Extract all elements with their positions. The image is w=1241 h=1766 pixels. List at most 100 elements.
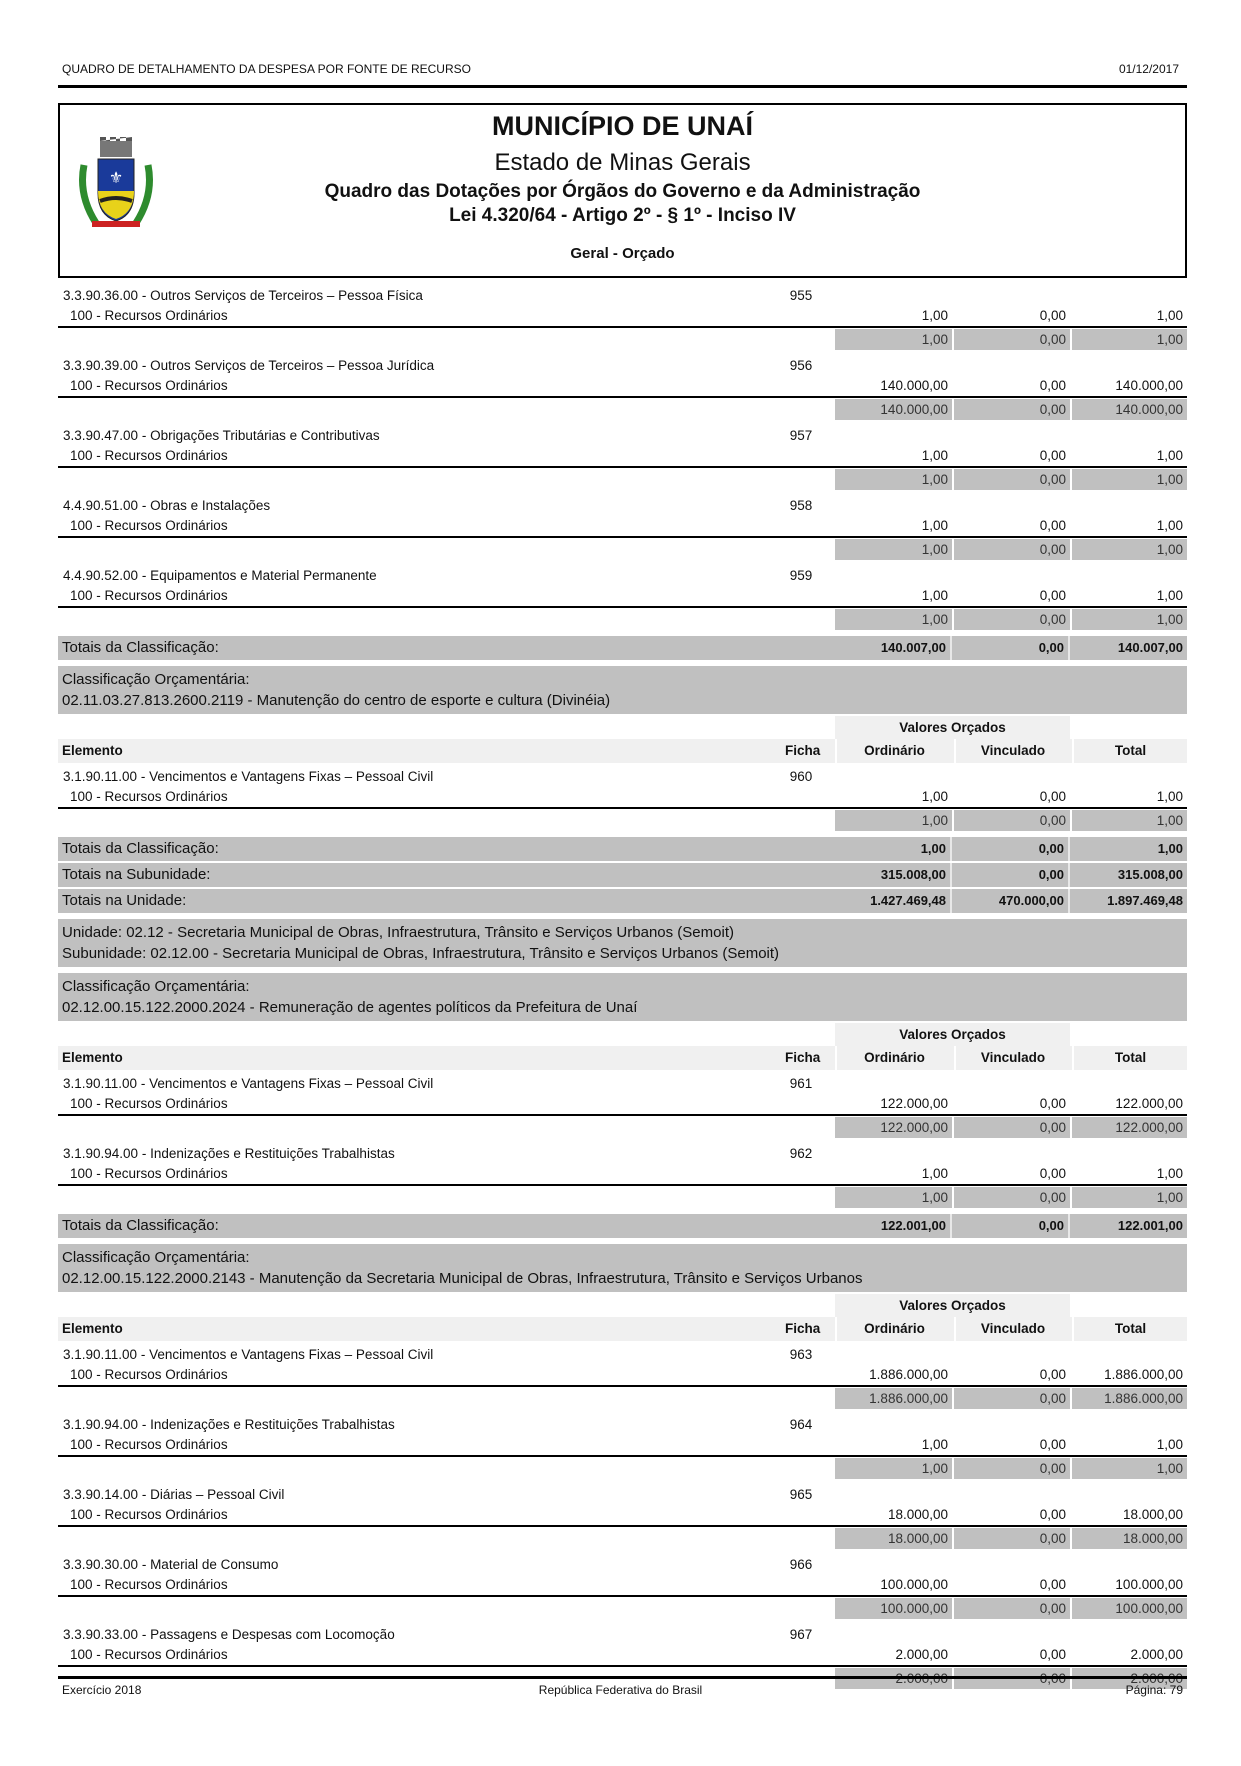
ordinario-total: 122.001,00 [835,1214,952,1238]
col-ficha: Ficha [785,1321,821,1336]
fonte-label: 100 - Recursos Ordinários [70,308,228,323]
vinculado-value: 0,00 [1039,1647,1066,1662]
totals-row: Totais da Classificação: 1,00 0,00 1,00 [58,837,1187,861]
ordinario-subtotal: 1.886.000,00 [835,1388,952,1409]
ordinario-value: 140.000,00 [880,378,948,393]
total-value: 1,00 [1156,308,1183,323]
totals-label: Totais na Subunidade: [62,866,211,883]
table-row: 3.1.90.11.00 - Vencimentos e Vantagens F… [58,767,1187,837]
ordinario-subtotal: 140.000,00 [835,399,952,420]
row-divider [58,1455,1187,1457]
col-elemento: Elemento [62,1321,123,1336]
ordinario-total: 1,00 [835,837,952,861]
page-header: QUADRO DE DETALHAMENTO DA DESPESA POR FO… [62,62,1179,76]
classification-title: Classificação Orçamentária: [62,671,250,688]
ordinario-value: 2.000,00 [895,1647,948,1662]
vinculado-value: 0,00 [1039,378,1066,393]
values-group-header: Valores Orçados [58,1023,1187,1046]
row-divider [58,326,1187,328]
ordinario-subtotal: 122.000,00 [835,1117,952,1138]
unit-label: Unidade: 02.12 - Secretaria Municipal de… [62,924,734,941]
report-date: 01/12/2017 [1118,62,1179,76]
report-title: QUADRO DE DETALHAMENTO DA DESPESA POR FO… [62,62,471,76]
vinculado-subtotal: 0,00 [954,1598,1070,1619]
vinculado-subtotal: 0,00 [954,1528,1070,1549]
fonte-label: 100 - Recursos Ordinários [70,448,228,463]
totals-row: Totais da Classificação: 122.001,00 0,00 12… [58,1214,1187,1238]
table-row: 3.1.90.11.00 - Vencimentos e Vantagens F… [58,1074,1187,1144]
vinculado-value: 0,00 [1039,789,1066,804]
row-divider [58,466,1187,468]
ordinario-subtotal: 1,00 [835,810,952,831]
values-group-header: Valores Orçados [58,1294,1187,1317]
fonte-label: 100 - Recursos Ordinários [70,378,228,393]
footer-exercise: Exercício 2018 [62,1683,142,1697]
table-row: 3.3.90.14.00 - Diárias – Pessoal Civil 96… [58,1485,1187,1555]
elemento-label: 3.3.90.36.00 - Outros Serviços de Tercei… [63,288,423,303]
table-row: 3.3.90.39.00 - Outros Serviços de Tercei… [58,356,1187,426]
ficha-number: 957 [789,428,813,443]
vinculado-value: 0,00 [1039,1507,1066,1522]
vinculado-total: 0,00 [954,636,1070,660]
vinculado-subtotal: 0,00 [954,329,1070,350]
ordinario-value: 100.000,00 [880,1577,948,1592]
classification-code: 02.12.00.15.122.2000.2143 - Manutenção d… [62,1270,863,1287]
state-title: Estado de Minas Gerais [494,149,751,176]
column-header-row: Elemento Ficha Ordinário Vinculado Total [58,1317,1187,1341]
ficha-number: 967 [789,1627,813,1642]
fonte-label: 100 - Recursos Ordinários [70,789,228,804]
vinculado-subtotal: 0,00 [954,469,1070,490]
vinculado-total: 0,00 [954,1214,1070,1238]
total-value: 18.000,00 [1122,1507,1183,1522]
row-divider [58,807,1187,809]
totals-row: Totais da Classificação: 140.007,00 0,00 14… [58,636,1187,660]
totals-label: Totais na Unidade: [62,892,187,909]
ordinario-value: 1,00 [921,448,948,463]
classification-header: Classificação Orçamentária: 02.12.00.15.1… [58,1244,1187,1292]
table-row: 4.4.90.51.00 - Obras e Instalações 958 100… [58,496,1187,566]
classification-header: Classificação Orçamentária: 02.11.03.27.8… [58,666,1187,714]
values-group-label: Valores Orçados [835,1294,1070,1317]
fonte-label: 100 - Recursos Ordinários [70,1577,228,1592]
total-subtotal: 100.000,00 [1072,1598,1187,1619]
fonte-label: 100 - Recursos Ordinários [70,518,228,533]
subunit-label: Subunidade: 02.12.00 - Secretaria Munici… [62,945,780,962]
total-subtotal: 1,00 [1072,329,1187,350]
ordinario-total: 1.427.469,48 [835,889,952,913]
totals-label: Totais da Classificação: [62,1217,219,1234]
elemento-label: 3.3.90.30.00 - Material de Consumo [63,1557,279,1572]
total-subtotal: 1,00 [1072,539,1187,560]
total-value: 2.000,00 [1130,1647,1183,1662]
totals-label: Totais da Classificação: [62,639,219,656]
row-divider [58,396,1187,398]
vinculado-total: 0,00 [954,863,1070,887]
unit-header: Unidade: 02.12 - Secretaria Municipal de… [58,919,1187,967]
elemento-label: 3.3.90.47.00 - Obrigações Tributárias e … [63,428,380,443]
ordinario-subtotal: 1,00 [835,539,952,560]
col-elemento: Elemento [62,743,123,758]
vinculado-value: 0,00 [1039,1367,1066,1382]
ficha-number: 962 [789,1146,813,1161]
totals-row: Totais na Subunidade: 315.008,00 0,00 315.0… [58,863,1187,887]
elemento-label: 3.3.90.39.00 - Outros Serviços de Tercei… [63,358,435,373]
elemento-label: 3.3.90.14.00 - Diárias – Pessoal Civil [63,1487,285,1502]
ordinario-subtotal: 1,00 [835,469,952,490]
row-divider [58,536,1187,538]
report-name: Quadro das Dotações por Órgãos do Govern… [324,181,921,202]
ordinario-subtotal: 1,00 [835,609,952,630]
fonte-label: 100 - Recursos Ordinários [70,1096,228,1111]
ficha-number: 959 [789,568,813,583]
vinculado-subtotal: 0,00 [954,539,1070,560]
ficha-number: 966 [789,1557,813,1572]
header-divider [58,85,1187,88]
totals-label: Totais da Classificação: [62,840,219,857]
classification-title: Classificação Orçamentária: [62,1249,250,1266]
table-row: 3.3.90.30.00 - Material de Consumo 966 100… [58,1555,1187,1625]
elemento-label: 3.1.90.11.00 - Vencimentos e Vantagens F… [63,1347,434,1362]
fonte-label: 100 - Recursos Ordinários [70,1367,228,1382]
ficha-number: 961 [789,1076,813,1091]
total-subtotal: 122.000,00 [1072,1117,1187,1138]
col-elemento: Elemento [62,1050,123,1065]
total-total: 1,00 [1157,841,1183,856]
ficha-number: 960 [789,769,813,784]
